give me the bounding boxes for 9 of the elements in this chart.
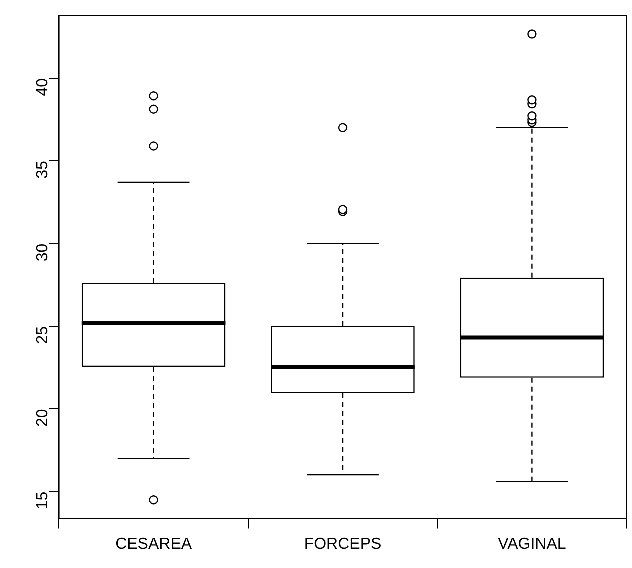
y-tick-label: 30 (34, 244, 52, 262)
x-tick-label: CESAREA (116, 536, 192, 553)
y-tick-label: 15 (34, 492, 52, 510)
y-tick-label: 40 (34, 78, 52, 96)
x-tick-label: FORCEPS (304, 536, 382, 553)
x-tick-label: VAGINAL (498, 536, 566, 553)
y-tick-label: 35 (34, 161, 52, 179)
y-tick-label: 25 (34, 326, 52, 344)
y-tick-label: 20 (34, 409, 52, 427)
